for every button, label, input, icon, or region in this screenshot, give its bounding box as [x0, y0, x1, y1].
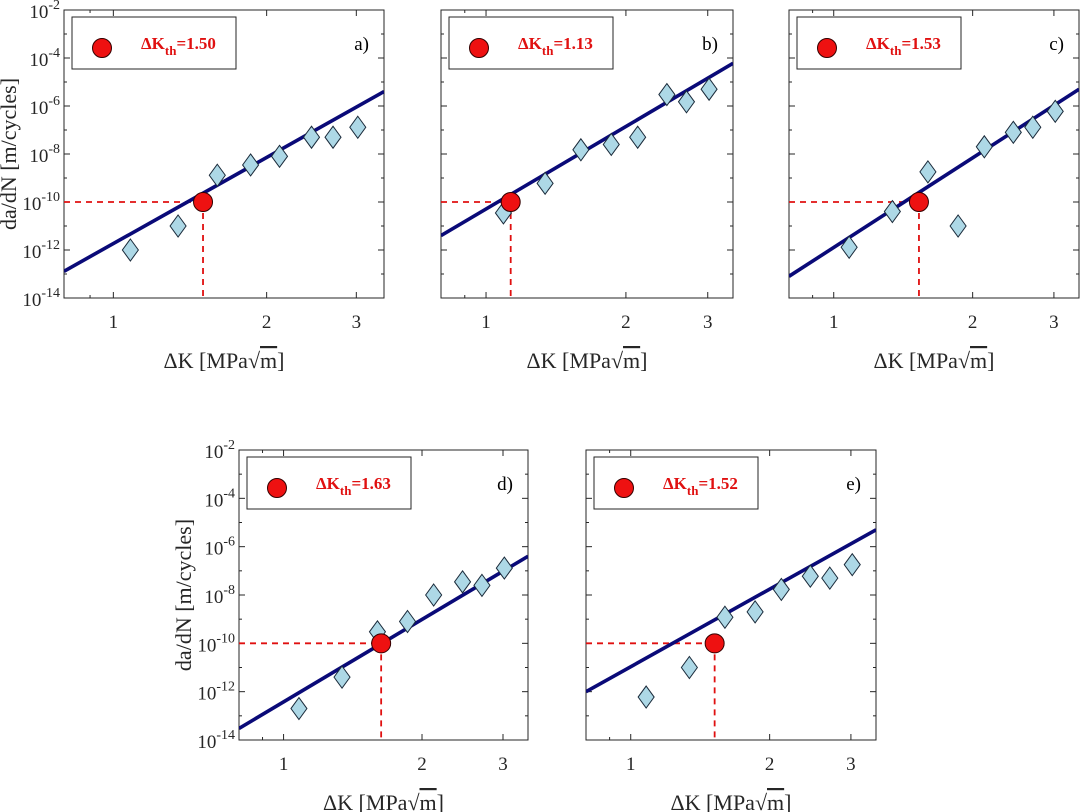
x-axis-label: ΔK [MPa√m]	[164, 348, 285, 373]
y-tick-label: 10-8	[29, 142, 60, 167]
x-tick-label: 2	[262, 312, 272, 333]
y-tick-label: 10-8	[204, 583, 235, 608]
data-point	[716, 605, 734, 630]
data-point	[425, 583, 443, 607]
x-tick-label: 2	[417, 754, 427, 775]
x-tick-label: 2	[765, 754, 775, 775]
x-tick-label: 1	[829, 312, 839, 333]
data-point	[772, 577, 790, 602]
data-point	[700, 77, 718, 102]
y-tick-label: 10-6	[204, 535, 235, 560]
data-point	[801, 564, 819, 589]
fit-line	[64, 89, 384, 273]
data-point	[883, 199, 902, 224]
x-axis-label: ΔK [MPa√m]	[323, 790, 444, 812]
fit-line	[586, 528, 876, 694]
data-point	[169, 214, 187, 238]
legend-marker	[92, 38, 112, 58]
x-tick-label: 3	[1049, 312, 1059, 333]
x-tick-label: 2	[968, 312, 978, 333]
data-point	[629, 125, 647, 150]
x-tick-label: 2	[621, 312, 631, 333]
threshold-marker	[371, 633, 392, 654]
panel-label: b)	[702, 34, 718, 55]
data-point	[241, 153, 260, 177]
data-point	[949, 214, 967, 238]
data-point	[658, 82, 676, 107]
legend-marker	[267, 478, 287, 498]
y-tick-label: 10-12	[22, 238, 60, 263]
data-point	[680, 655, 699, 680]
data-point	[1004, 120, 1022, 145]
x-tick-label: 3	[498, 754, 508, 775]
x-tick-label: 3	[352, 312, 362, 333]
data-point	[1046, 99, 1064, 124]
threshold-marker	[908, 192, 929, 212]
fit-line	[789, 87, 1079, 278]
y-tick-label: 10-10	[197, 631, 235, 656]
data-point	[121, 238, 139, 262]
data-point	[821, 566, 839, 590]
data-point	[398, 609, 417, 634]
x-tick-label: 1	[109, 312, 119, 333]
y-axis-label: da/dN [m/cycles]	[171, 519, 196, 671]
y-tick-label: 10-12	[197, 680, 235, 705]
threshold-marker	[193, 192, 214, 212]
panel-label: a)	[354, 34, 369, 55]
data-point	[453, 570, 472, 594]
data-point	[290, 696, 308, 721]
data-point	[349, 115, 367, 140]
panel-label: d)	[497, 474, 513, 495]
x-axis-label: ΔK [MPa√m]	[527, 348, 648, 373]
x-tick-label: 3	[703, 312, 713, 333]
data-point	[677, 89, 696, 114]
data-point	[270, 144, 289, 169]
legend-marker	[817, 38, 837, 58]
panel-label: c)	[1049, 34, 1064, 55]
data-point	[572, 137, 590, 162]
chart-panel-1: 1 2 3 10-2 10-4 10-6 10-8 10-10 10-12 10-14 ΔK [MP…	[0, 0, 385, 373]
x-tick-label: 1	[481, 312, 491, 333]
data-point	[302, 125, 321, 150]
data-point	[843, 552, 861, 577]
panel-label: e)	[846, 474, 861, 495]
y-tick-label: 10-2	[29, 0, 60, 23]
threshold-marker	[500, 192, 521, 212]
chart-panel-5: 1 2 3ΔK [MPa√m]ΔKth=1.52 e)	[585, 449, 877, 812]
x-tick-label: 3	[846, 754, 856, 775]
data-point	[324, 125, 342, 150]
legend-marker	[614, 478, 634, 498]
y-tick-label: 10-4	[204, 486, 235, 511]
data-point	[975, 134, 993, 159]
data-point	[919, 160, 937, 184]
y-tick-label: 10-14	[197, 728, 235, 753]
threshold-marker	[704, 633, 725, 654]
y-tick-label: 10-2	[204, 438, 235, 463]
chart-panel-2: 1 2 3ΔK [MPa√m]ΔKth=1.13 b)	[440, 9, 734, 373]
y-tick-label: 10-10	[22, 190, 60, 215]
data-point	[536, 171, 554, 196]
y-tick-label: 10-6	[29, 94, 60, 119]
data-point	[1024, 115, 1042, 140]
legend-marker	[469, 38, 489, 58]
data-point	[746, 600, 764, 624]
data-point	[840, 235, 858, 260]
y-tick-label: 10-4	[29, 46, 60, 71]
x-axis-label: ΔK [MPa√m]	[671, 790, 792, 812]
data-point	[602, 132, 620, 157]
x-tick-label: 1	[279, 754, 289, 775]
chart-panel-4: 1 2 3 10-2 10-4 10-6 10-8 10-10 10-12 10-14 ΔK [MP…	[171, 438, 529, 812]
data-point	[473, 573, 491, 598]
data-point	[208, 163, 226, 188]
data-point	[333, 665, 351, 689]
x-axis-label: ΔK [MPa√m]	[874, 348, 995, 373]
data-point	[495, 556, 513, 580]
y-axis-label: da/dN [m/cycles]	[0, 78, 21, 230]
x-tick-label: 1	[626, 754, 636, 775]
chart-panel-3: 1 2 3ΔK [MPa√m]ΔKth=1.53 c)	[788, 9, 1080, 373]
data-point	[637, 685, 655, 709]
y-tick-label: 10-14	[22, 286, 60, 311]
